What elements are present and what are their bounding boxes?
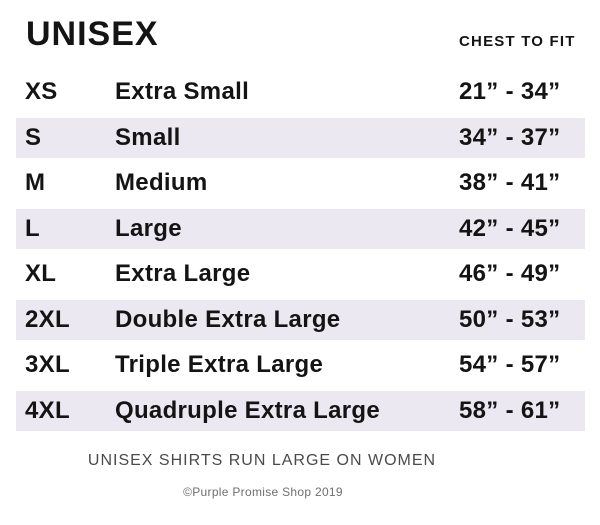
size-code-cell: XL [25,260,57,287]
size-name-cell: Small [115,123,181,151]
size-name-cell: Extra Small [115,78,250,105]
table-row: 2XL Double Extra Large 50” - 53” [16,299,585,340]
table-row: S Small 34” - 37” [16,117,585,158]
chest-to-fit-column-header: CHEST TO FIT [459,33,576,50]
size-code-cell: 2XL [25,305,70,333]
table-row: XS Extra Small 21” - 34” [16,72,585,112]
size-code-cell: 3XL [25,351,70,378]
size-code-cell: XS [25,78,58,105]
size-name-cell: Large [115,214,182,242]
table-row: 3XL Triple Extra Large 54” - 57” [16,345,585,385]
size-name-cell: Quadruple Extra Large [115,396,381,424]
chest-range-cell: 50” - 53” [459,305,561,333]
fit-note: UNISEX SHIRTS RUN LARGE ON WOMEN [87,452,437,469]
chest-range-cell: 34” - 37” [459,123,561,151]
size-code-cell: M [25,169,46,196]
table-row: M Medium 38” - 41” [16,163,585,203]
size-name-cell: Triple Extra Large [115,351,324,378]
table-row: XL Extra Large 46” - 49” [16,254,585,294]
size-code-cell: S [25,123,42,151]
size-code-cell: L [25,214,40,242]
size-name-cell: Double Extra Large [115,305,341,333]
chest-range-cell: 21” - 34” [459,78,561,105]
page-title: UNISEX [26,15,159,53]
chest-range-cell: 42” - 45” [459,214,561,242]
size-name-cell: Medium [115,169,208,196]
copyright-notice: ©Purple Promise Shop 2019 [183,485,343,499]
chest-range-cell: 54” - 57” [459,351,561,378]
chest-range-cell: 58” - 61” [459,396,561,424]
chest-range-cell: 46” - 49” [459,260,561,287]
table-row: L Large 42” - 45” [16,208,585,249]
chest-range-cell: 38” - 41” [459,169,561,196]
size-code-cell: 4XL [25,396,70,424]
size-name-cell: Extra Large [115,260,251,287]
size-table: XS Extra Small 21” - 34” S Small 34” - 3… [16,72,585,436]
table-row: 4XL Quadruple Extra Large 58” - 61” [16,390,585,431]
